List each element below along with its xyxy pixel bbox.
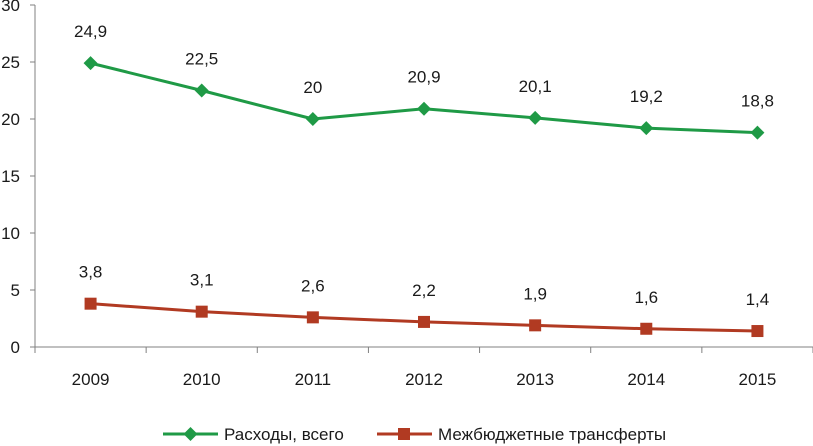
data-point-diamond	[639, 121, 654, 136]
data-point-square	[529, 319, 542, 332]
x-tick-label: 2014	[627, 370, 665, 389]
data-point-square	[640, 322, 653, 335]
x-tick-label: 2009	[72, 370, 110, 389]
data-label: 3,8	[79, 263, 103, 282]
x-tick-label: 2010	[183, 370, 221, 389]
data-label: 1,4	[746, 290, 770, 309]
y-tick-label: 15	[1, 167, 20, 186]
data-label: 18,8	[741, 92, 774, 111]
legend: Расходы, всего Межбюджетные трансферты	[163, 425, 666, 444]
legend-item-series-2: Межбюджетные трансферты	[377, 425, 666, 444]
x-tick-label: 2015	[739, 370, 777, 389]
legend-item-series-1: Расходы, всего	[163, 425, 344, 444]
data-label: 22,5	[185, 50, 218, 69]
x-tick-label: 2013	[516, 370, 554, 389]
data-point-square	[418, 315, 430, 328]
legend-marker-diamond	[183, 427, 198, 441]
x-tick-label: 2011	[295, 370, 332, 389]
data-label: 20,9	[407, 68, 440, 87]
y-tick-label: 30	[1, 0, 20, 15]
data-label: 2,2	[412, 281, 436, 300]
data-point-diamond	[528, 110, 543, 125]
data-point-diamond	[194, 83, 209, 98]
legend-label-series-2: Межбюджетные трансферты	[438, 425, 666, 444]
data-point-diamond	[750, 125, 765, 140]
data-label: 20,1	[519, 77, 552, 96]
y-axis-ticks: 0 5 10 15 20 25 30	[1, 0, 35, 357]
y-tick-label: 5	[11, 281, 20, 300]
data-label: 1,9	[523, 284, 547, 303]
data-point-square	[306, 311, 319, 324]
data-label: 3,1	[190, 271, 214, 290]
y-tick-label: 25	[1, 53, 20, 72]
data-point-square	[84, 297, 97, 310]
y-tick-label: 20	[1, 110, 20, 129]
x-tick-label: 2012	[405, 370, 443, 389]
data-point-square	[195, 305, 208, 318]
data-label: 1,6	[634, 288, 658, 307]
data-labels: 24,9 22,5 20 20,9 20,1 19,2 18,8 3,8 3,1 2,6 2,2 1,…	[74, 22, 774, 309]
y-tick-label: 0	[11, 338, 20, 357]
y-tick-label: 10	[1, 224, 20, 243]
x-axis-ticks: 2009 2010 2011 2012 2013 2014 2015	[34, 347, 813, 389]
data-point-diamond	[417, 101, 431, 116]
data-label: 20	[303, 78, 322, 97]
legend-marker-square	[398, 428, 410, 440]
data-label: 24,9	[74, 22, 107, 41]
data-point-diamond	[305, 112, 320, 126]
data-label: 2,6	[301, 276, 325, 295]
data-label: 19,2	[630, 87, 663, 106]
data-point-diamond	[83, 56, 98, 71]
series-markers	[83, 56, 765, 338]
legend-label-series-1: Расходы, всего	[224, 425, 344, 444]
data-point-square	[751, 325, 764, 338]
